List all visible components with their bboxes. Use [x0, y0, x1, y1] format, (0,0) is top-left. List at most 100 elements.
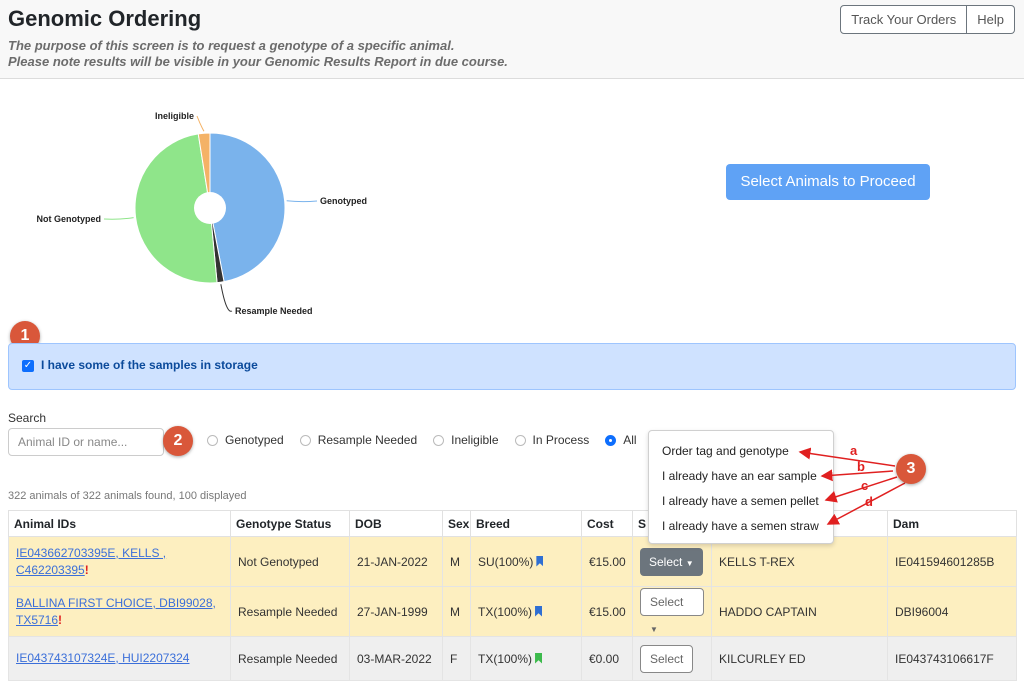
pie-label-genotyped: Genotyped	[320, 196, 367, 206]
genotype-status-cell: Resample Needed	[230, 586, 350, 637]
filter-label: Genotyped	[225, 433, 284, 447]
pie-leader-line	[286, 200, 318, 203]
pie-label-not-genotyped: Not Genotyped	[37, 214, 102, 224]
help-button[interactable]: Help	[967, 5, 1015, 34]
filter-label: Resample Needed	[317, 433, 418, 447]
annotation-letter-b: b	[857, 459, 865, 474]
dropdown-item-semen-straw[interactable]: I already have a semen straw	[662, 519, 819, 533]
sample-cell: Select ▼	[632, 536, 712, 587]
animal-ids-cell: IE043662703395E, KELLS , C462203395!	[8, 536, 231, 587]
storage-checkbox-label[interactable]: I have some of the samples in storage	[41, 358, 258, 372]
filter-label: Ineligible	[451, 433, 499, 447]
filter-ineligible[interactable]: Ineligible	[433, 433, 499, 447]
breed-cell: TX(100%)	[470, 586, 582, 637]
description-line-2: Please note results will be visible in y…	[8, 54, 508, 69]
dam-cell: IE041594601285B	[887, 536, 1017, 587]
sample-cell: Select ▼	[632, 586, 712, 637]
cost-cell: €15.00	[581, 536, 633, 587]
column-header-genotype-status[interactable]: Genotype Status	[230, 510, 350, 537]
animal-link[interactable]: BALLINA FIRST CHOICE, DBI99028, TX5716	[16, 595, 216, 627]
filter-label: In Process	[532, 433, 590, 447]
table-row: IE043662703395E, KELLS , C462203395! Not …	[8, 536, 1017, 587]
filter-resample-needed[interactable]: Resample Needed	[299, 433, 418, 447]
annotation-letter-c: c	[861, 478, 868, 493]
table-row: BALLINA FIRST CHOICE, DBI99028, TX5716! R…	[8, 586, 1017, 637]
dob-cell: 03-MAR-2022	[349, 636, 443, 681]
radio-button[interactable]	[299, 434, 311, 446]
column-header-sex[interactable]: Sex	[442, 510, 471, 537]
page-title: Genomic Ordering	[8, 6, 202, 31]
animal-link[interactable]: IE043743107324E, HUI2207324	[16, 651, 190, 665]
caret-down-icon: ▼	[650, 625, 658, 634]
dropdown-item-ear-sample[interactable]: I already have an ear sample	[662, 469, 817, 483]
sex-cell: F	[442, 636, 471, 681]
annotation-arrow-c	[824, 476, 898, 503]
warning-icon: !	[58, 612, 63, 627]
column-header-cost[interactable]: Cost	[581, 510, 633, 537]
pie-leader-line	[196, 115, 205, 132]
radio-button[interactable]	[514, 434, 526, 446]
table-row: IE043743107324E, HUI2207324 Resample Nee…	[8, 636, 1017, 681]
genotype-status-cell: Resample Needed	[230, 636, 350, 681]
results-count: 322 animals of 322 animals found, 100 di…	[8, 490, 247, 502]
animal-ids-cell: BALLINA FIRST CHOICE, DBI99028, TX5716!	[8, 586, 231, 637]
sire-cell: HADDO CAPTAIN	[711, 586, 888, 637]
cost-cell: €15.00	[581, 586, 633, 637]
cost-cell: €0.00	[581, 636, 633, 681]
select-animals-to-proceed-button[interactable]: Select Animals to Proceed	[726, 164, 930, 200]
step-2-badge: 2	[163, 426, 193, 456]
table-header-row: Animal IDs Genotype Status DOB Sex Breed…	[8, 510, 1017, 537]
track-orders-button[interactable]: Track Your Orders	[840, 5, 968, 34]
genotype-status-cell: Not Genotyped	[230, 536, 350, 587]
description-line-1: The purpose of this screen is to request…	[8, 38, 455, 53]
search-input[interactable]	[8, 428, 164, 456]
bookmark-icon	[535, 605, 543, 617]
animal-link[interactable]: IE043662703395E, KELLS , C462203395	[16, 545, 167, 577]
caret-down-icon: ▼	[685, 558, 694, 568]
column-header-dob[interactable]: DOB	[349, 510, 443, 537]
pie-label-resample-needed: Resample Needed	[235, 306, 313, 316]
genotype-filter-group: Genotyped Resample Needed Ineligible In …	[207, 433, 653, 447]
annotation-letter-a: a	[850, 443, 858, 458]
sex-cell: M	[442, 536, 471, 587]
page-description: The purpose of this screen is to request…	[8, 38, 508, 70]
filter-in-process[interactable]: In Process	[514, 433, 590, 447]
animals-table: Animal IDs Genotype Status DOB Sex Breed…	[8, 510, 1017, 681]
header-buttons: Track Your Orders Help	[840, 5, 1015, 34]
breed-cell: TX(100%)	[470, 636, 582, 681]
column-header-dam[interactable]: Dam	[887, 510, 1017, 537]
filter-label: All	[623, 433, 637, 447]
dob-cell: 27-JAN-1999	[349, 586, 443, 637]
sample-select-button[interactable]: Select ▼	[640, 547, 703, 576]
radio-button-selected[interactable]	[605, 434, 617, 446]
filter-all[interactable]: All	[605, 433, 637, 447]
storage-checkbox[interactable]: ✓	[22, 360, 34, 372]
sample-type-dropdown-menu: Order tag and genotype I already have an…	[648, 430, 834, 544]
sire-cell: KELLS T-REX	[711, 536, 888, 587]
pie-center-hole	[194, 192, 226, 224]
sample-select-button[interactable]: Select	[640, 644, 694, 673]
storage-alert: ✓ I have some of the samples in storage	[8, 343, 1016, 390]
dropdown-item-semen-pellet[interactable]: I already have a semen pellet	[662, 494, 819, 508]
breed-cell: SU(100%)	[470, 536, 582, 587]
column-header-animal-ids[interactable]: Animal IDs	[8, 510, 231, 537]
dob-cell: 21-JAN-2022	[349, 536, 443, 587]
pie-leader-line	[103, 217, 134, 220]
pie-leader-line	[220, 284, 233, 312]
bookmark-icon	[535, 652, 543, 664]
sample-select-button[interactable]: Select ▼	[640, 588, 704, 634]
dropdown-item-order-tag[interactable]: Order tag and genotype	[662, 444, 789, 458]
column-header-breed[interactable]: Breed	[470, 510, 582, 537]
pie-slice-genotyped[interactable]	[209, 132, 286, 283]
dam-cell: IE043743106617F	[887, 636, 1017, 681]
bookmark-icon	[536, 555, 544, 567]
page-header: Genomic Ordering The purpose of this scr…	[0, 0, 1024, 79]
radio-button[interactable]	[433, 434, 445, 446]
radio-button[interactable]	[207, 434, 218, 446]
pie-slice-ineligible[interactable]	[197, 132, 211, 209]
pie-label-ineligible: Ineligible	[155, 111, 194, 121]
pie-slice-not-genotyped[interactable]	[134, 133, 218, 284]
filter-genotyped[interactable]: Genotyped	[207, 433, 284, 447]
annotation-letter-d: d	[865, 494, 873, 509]
search-label: Search	[8, 411, 47, 425]
